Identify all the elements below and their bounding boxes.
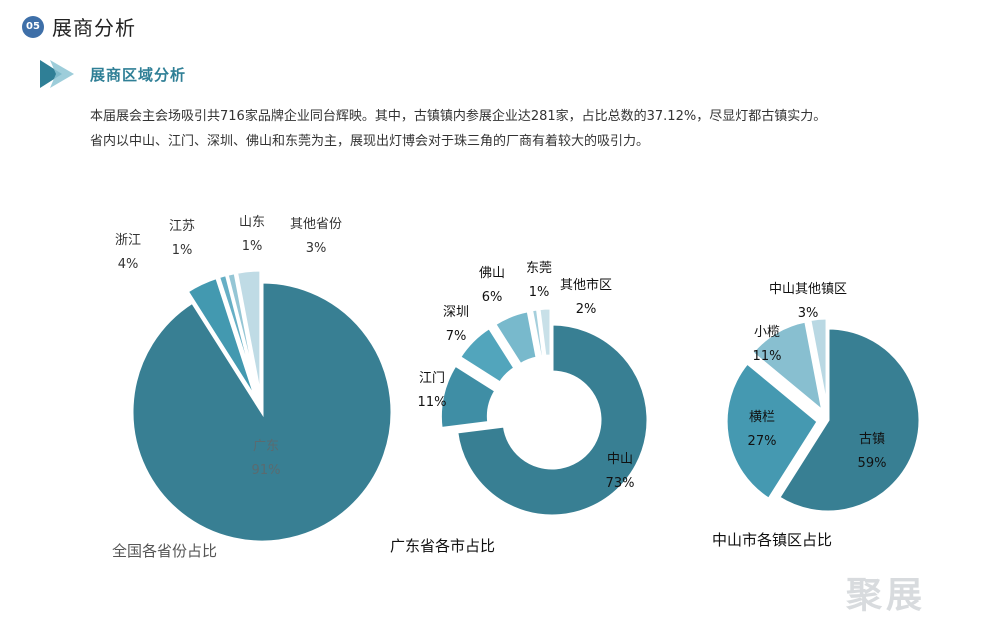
slice-label: 小榄 [754,324,780,340]
slice-label: 江门 [419,371,445,386]
slice-label: 东莞 [526,261,552,276]
slice-中山 [455,322,650,518]
description-line: 省内以中山、江门、深圳、佛山和东莞为主，展现出灯博会对于珠三角的厂商有着较大的吸… [90,134,650,149]
slice-东莞 [529,307,546,359]
slice-percent-label: 11% [418,395,447,410]
slice-小榄 [749,319,826,416]
slice-中山其他镇区 [808,316,829,411]
slice-percent-label: 6% [482,290,503,305]
slice-label: 山东 [239,215,265,230]
slice-percent-label: 7% [446,329,467,344]
slice-percent-label: 11% [753,349,782,364]
slice-percent-label: 1% [172,243,193,258]
chart-title-zhongshan: 中山市各镇区占比 [712,531,833,549]
slice-percent-label: 59% [858,456,887,471]
slice-古镇 [776,326,922,514]
slice-percent-label: 91% [252,463,281,478]
donut-chart-guangdong-cities: 中山 73% 江门 11% 深圳 7% 佛山 6% 东莞 1% 其他市区 2% [418,261,650,518]
slice-label: 中山其他镇区 [769,282,847,297]
slice-江门 [438,362,498,431]
slice-label: 其他省份 [290,217,342,232]
description-line: 本届展会主会场吸引共716家品牌企业同台辉映。其中，古镇镇内参展企业达281家，… [90,109,827,124]
slice-label: 古镇 [859,432,885,447]
chart-title-guangdong: 广东省各市占比 [390,537,496,555]
chevron-arrow-icon [40,60,74,88]
slice-label: 佛山 [479,266,505,281]
slice-label: 浙江 [115,233,141,248]
subsection-title: 展商区域分析 [90,65,187,84]
slice-label: 深圳 [443,305,469,320]
slice-label: 中山 [607,452,633,467]
slice-percent-label: 1% [529,285,550,300]
slice-percent-label: 2% [576,302,597,317]
slice-percent-label: 73% [606,476,635,491]
pie-chart-zhongshan-towns: 古镇 59% 横栏 27% 小榄 11% 中山其他镇区 3% [724,282,922,514]
section-title: 展商分析 [52,16,136,40]
chart-title-provinces: 全国各省份占比 [112,542,218,560]
slice-percent-label: 3% [798,306,819,321]
slice-广东 [130,280,394,544]
slice-label: 横栏 [749,410,775,425]
slice-label: 广东 [253,439,279,454]
slice-percent-label: 3% [306,241,327,256]
slice-percent-label: 4% [118,257,139,272]
slice-山东 [225,270,261,401]
slice-佛山 [492,309,539,367]
slice-percent-label: 1% [242,239,263,254]
slice-横栏 [724,360,821,502]
subsection-header: 展商区域分析 [40,60,186,88]
pie-chart-provinces: 广东 91% 浙江 4% 江苏 1% 山东 1% 其他省份 3% [115,215,394,544]
section-number-badge: 05 [22,15,44,38]
slice-其他市区 [537,306,553,359]
watermark-logo: 聚展 [846,575,927,616]
slice-percent-label: 27% [748,434,777,449]
slice-浙江 [185,275,259,402]
slice-深圳 [457,325,518,386]
description: 本届展会主会场吸引共716家品牌企业同台辉映。其中，古镇镇内参展企业达281家，… [90,104,826,154]
slice-label: 其他市区 [560,277,612,293]
slice-label: 江苏 [169,218,195,234]
section-header: 05 展商分析 [22,12,136,41]
slice-其他省份 [234,268,263,401]
